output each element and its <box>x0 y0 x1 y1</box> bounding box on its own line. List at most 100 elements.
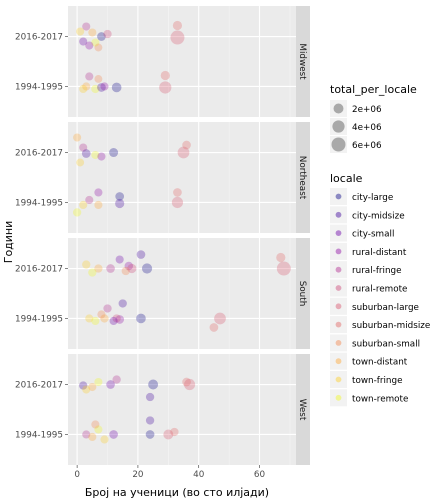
y-tick-label: 2016-2017 <box>15 33 63 43</box>
data-point <box>112 375 121 384</box>
data-point <box>81 149 91 158</box>
y-tick-label: 1994-1995 <box>15 430 63 440</box>
facet-strip-label: South <box>297 281 307 307</box>
legend-key-bg <box>330 188 347 205</box>
data-point <box>209 323 219 332</box>
panel-background <box>68 122 296 233</box>
data-point <box>79 37 88 46</box>
data-point <box>82 82 91 91</box>
facet-strip <box>296 122 310 233</box>
data-point <box>109 148 119 158</box>
data-point <box>172 20 183 31</box>
data-point <box>115 255 124 264</box>
x-tick-label: 20 <box>132 470 144 480</box>
panels: 2016-2017 1994-1995 Midwest 2016-2017 1994-1… <box>15 6 310 465</box>
data-point <box>97 152 106 161</box>
data-point <box>177 146 190 159</box>
data-point <box>118 299 127 308</box>
data-point <box>182 140 191 150</box>
color-legend-label: town-remote <box>352 394 408 404</box>
legend-key-bg <box>330 389 347 407</box>
panel-background <box>68 238 296 349</box>
data-point <box>82 430 91 439</box>
data-point <box>115 198 125 209</box>
legend-key-bg <box>330 100 347 117</box>
data-point <box>111 82 122 93</box>
color-legend-label: suburban-midsize <box>352 321 430 331</box>
legend-key-bg <box>330 242 347 260</box>
data-point <box>97 32 106 41</box>
data-point <box>171 196 184 209</box>
data-point <box>100 82 109 91</box>
data-point <box>91 38 100 47</box>
data-point <box>112 314 121 323</box>
data-point <box>97 83 106 92</box>
legend-key-bg <box>330 118 347 135</box>
color-legend-label: rural-remote <box>352 285 407 295</box>
data-point <box>72 208 82 217</box>
data-point <box>94 425 103 434</box>
legend-key-bg <box>330 206 347 224</box>
legend-key-bg <box>330 224 347 242</box>
color-legend-key <box>335 285 342 291</box>
data-point <box>127 263 137 274</box>
color-legend-key <box>335 376 342 383</box>
size-legend-key <box>333 103 344 114</box>
data-point <box>136 313 146 324</box>
data-point <box>91 84 100 94</box>
data-point <box>214 312 226 325</box>
facet-strip <box>296 238 310 349</box>
data-point <box>148 379 159 390</box>
size-legend-label: 2e+06 <box>352 105 382 115</box>
data-point <box>88 268 97 277</box>
data-point <box>276 252 286 263</box>
color-legend-label: city-midsize <box>352 211 405 221</box>
data-point <box>145 430 155 439</box>
y-tick-label: 1994-1995 <box>15 82 63 92</box>
facet-strip-label: West <box>297 399 307 421</box>
data-point <box>106 380 115 389</box>
color-legend-label: city-large <box>352 193 393 203</box>
legend-key-bg <box>330 261 347 279</box>
size-legend-keys: 2e+06 4e+06 6e+06 <box>330 100 382 153</box>
legend-key-bg <box>330 334 347 352</box>
x-tick-label: 0 <box>74 470 80 480</box>
data-point <box>91 316 100 326</box>
x-tick-label: 40 <box>193 470 205 480</box>
data-point <box>85 41 94 50</box>
size-legend-key <box>331 137 346 152</box>
legend-key-bg <box>330 371 347 388</box>
color-legend-label: city-small <box>352 230 394 240</box>
legend-key-bg <box>330 279 347 297</box>
panel-northeast: 2016-2017 1994-1995 Northeast <box>15 122 310 233</box>
data-point <box>79 143 88 152</box>
data-point <box>79 200 88 210</box>
data-point <box>79 84 88 94</box>
legend-key-bg <box>330 136 347 153</box>
data-point <box>173 188 182 197</box>
data-point <box>94 377 103 387</box>
legend-key-bg <box>330 352 347 370</box>
x-axis-title: Број на ученици (во сто илјади) <box>85 486 269 499</box>
x-tick-label: 60 <box>254 470 266 480</box>
data-point <box>76 158 85 167</box>
data-point <box>145 392 155 402</box>
color-legend-key <box>335 230 342 237</box>
panel-midwest: 2016-2017 1994-1995 Midwest <box>15 6 310 117</box>
data-point <box>94 188 103 197</box>
data-point <box>106 264 115 273</box>
panel-background <box>68 6 296 117</box>
size-legend-key <box>332 120 345 133</box>
y-tick-label: 1994-1995 <box>15 198 63 208</box>
data-point <box>159 81 172 94</box>
data-point <box>103 29 112 39</box>
data-point <box>115 315 125 324</box>
data-point <box>141 263 153 274</box>
data-point <box>82 385 91 394</box>
x-axis: 0 20 40 60 <box>74 465 266 480</box>
data-point <box>85 314 94 323</box>
data-point <box>94 264 103 273</box>
data-point <box>115 192 125 201</box>
data-point <box>121 266 130 276</box>
